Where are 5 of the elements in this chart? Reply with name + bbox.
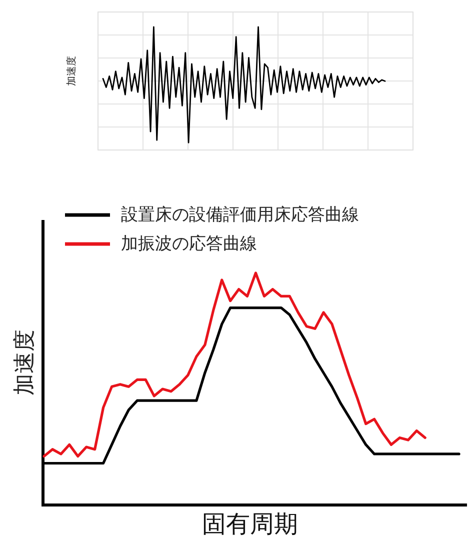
y-axis-title: 加速度 [12, 330, 38, 396]
legend-label: 設置床の設備評価用床応答曲線 [121, 205, 359, 225]
y-axis-title: 加速度 [66, 56, 78, 86]
legend-label: 加振波の応答曲線 [121, 234, 257, 254]
x-axis-title: 固有周期 [202, 510, 298, 538]
